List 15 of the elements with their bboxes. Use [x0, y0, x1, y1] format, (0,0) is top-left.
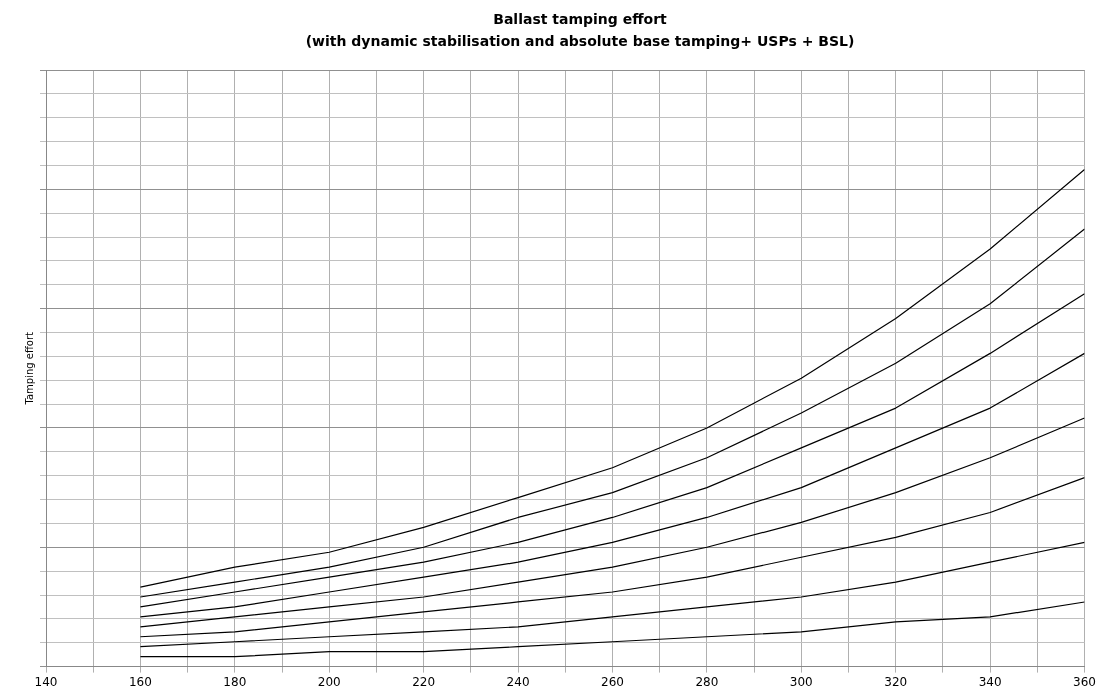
- x-tick-label: 280: [695, 674, 719, 689]
- x-tick-label: 360: [1073, 674, 1096, 689]
- chart-subtitle: (with dynamic stabilisation and absolute base tamping+ USPs + BSL): [304, 32, 856, 51]
- x-tick-label: 260: [601, 674, 624, 689]
- x-tick-label: 220: [412, 674, 436, 689]
- x-tick-label: 340: [978, 674, 1002, 689]
- x-tick-label: 240: [506, 674, 530, 689]
- chart-title: Ballast tamping effort: [492, 10, 668, 29]
- x-tick-label: 160: [128, 674, 152, 689]
- x-tick-label: 140: [34, 674, 58, 689]
- x-tick-label: 200: [317, 674, 341, 689]
- y-axis-title: Tamping effort: [23, 331, 35, 406]
- x-tick-label: 300: [789, 674, 813, 689]
- x-tick-label: 320: [884, 674, 908, 689]
- x-tick-label: 180: [223, 674, 247, 689]
